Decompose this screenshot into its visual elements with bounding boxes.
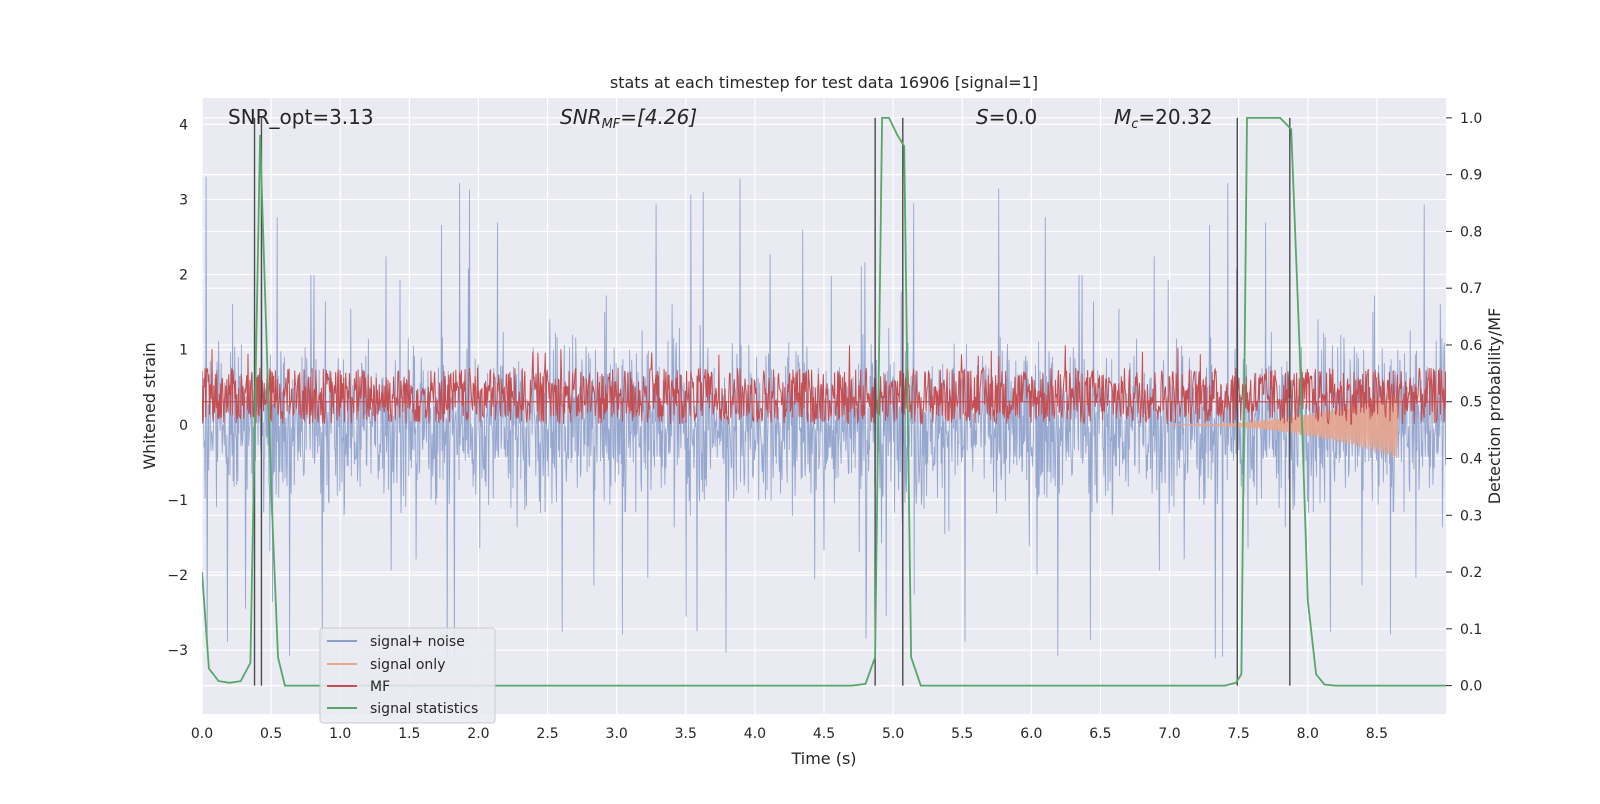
legend-label-signal-noise: signal+ noise: [370, 634, 465, 650]
series-signal-noise-line: [202, 176, 1446, 659]
legend-label-signal-statistics: signal statistics: [370, 701, 478, 717]
y-right-tick-label: 0.4: [1460, 452, 1482, 468]
x-tick-label: 5.5: [951, 726, 973, 742]
y-right-tick-label: 0.2: [1460, 565, 1482, 581]
y-left-tick-label: 1: [179, 343, 188, 359]
y-left-tick-label: −1: [167, 493, 188, 509]
x-tick-label: 2.5: [536, 726, 558, 742]
x-tick-label: 6.0: [1020, 726, 1042, 742]
x-tick-label: 5.0: [882, 726, 904, 742]
annotation-snr-opt: SNR_opt=3.13: [228, 105, 374, 129]
x-tick-label: 2.0: [467, 726, 489, 742]
series-signal-only-line: [1169, 392, 1399, 459]
y-right-tick-label: 0.3: [1460, 508, 1482, 524]
annotation-snr-mf-sub: MF: [602, 117, 621, 132]
y-left-tick-label: −2: [167, 568, 188, 584]
legend-label-mf: MF: [370, 679, 390, 695]
x-tick-label: 4.5: [813, 726, 835, 742]
y-right-tick-label: 0.9: [1460, 168, 1482, 184]
legend-box: [319, 627, 496, 724]
legend-label-signal-only: signal only: [370, 657, 445, 673]
series-signal-statistics-line: [202, 117, 1446, 687]
y-left-tick-label: 2: [179, 268, 188, 284]
annotation-mc: Mc=20.32: [1114, 105, 1212, 132]
annotation-snr-mf: SNRMF=[4.26]: [560, 105, 697, 132]
x-axis-label: Time (s): [790, 749, 856, 768]
x-tick-label: 7.0: [1158, 726, 1180, 742]
x-tick-label: 4.0: [744, 726, 766, 742]
y-right-tick-label: 0.1: [1460, 622, 1482, 638]
annotation-mc-symbol: M: [1114, 105, 1131, 129]
x-tick-label: 8.5: [1366, 726, 1388, 742]
y-axis-right-label: Detection probability/MF: [1485, 308, 1504, 505]
x-tick-label: 1.5: [398, 726, 420, 742]
data-layer: [202, 117, 1446, 687]
annotation-snr-mf-prefix: SNR: [560, 105, 602, 129]
annotation-s-symbol: S: [976, 105, 989, 129]
tick-labels: 0.0 0.5 1.0 1.5 2.0 2.5 3.0 3.5 4.0 4.5 5.0 5.5 6.0 6…: [167, 111, 1482, 742]
annotation-snr-mf-value: =[4.26]: [620, 105, 697, 129]
y-right-tick-label: 0.6: [1460, 338, 1482, 354]
y-right-tick-label: 0.0: [1460, 679, 1482, 695]
annotation-mc-sub: c: [1131, 117, 1138, 132]
y-left-tick-label: 4: [179, 117, 188, 133]
y-left-tick-label: 3: [179, 192, 188, 208]
annotation-s: S=0.0: [976, 105, 1037, 129]
legend: signal+ noise signal only MF signal stat…: [319, 627, 496, 724]
x-tick-label: 1.0: [329, 726, 351, 742]
annotations: SNR_opt=3.13 SNRMF=[4.26] S=0.0 Mc=20.32: [228, 105, 1212, 132]
annotation-mc-value: =20.32: [1138, 105, 1212, 129]
y-right-tick-label: 1.0: [1460, 111, 1482, 127]
series-mf-line: [202, 345, 1446, 425]
annotation-s-value: =0.0: [989, 105, 1038, 129]
y-left-tick-label: −3: [167, 643, 188, 659]
y-right-tick-label: 0.7: [1460, 281, 1482, 297]
chart-title: stats at each timestep for test data 169…: [610, 73, 1038, 92]
x-tick-label: 0.0: [191, 726, 213, 742]
x-tick-label: 0.5: [260, 726, 282, 742]
y-axis-left-label: Whitened strain: [140, 342, 159, 469]
x-tick-label: 8.0: [1297, 726, 1319, 742]
y-left-tick-label: 0: [179, 418, 188, 434]
y-right-tick-label: 0.5: [1460, 395, 1482, 411]
x-tick-label: 3.0: [606, 726, 628, 742]
x-tick-label: 7.5: [1228, 726, 1250, 742]
y-right-tick-label: 0.8: [1460, 224, 1482, 240]
x-tick-label: 3.5: [675, 726, 697, 742]
x-tick-label: 6.5: [1089, 726, 1111, 742]
